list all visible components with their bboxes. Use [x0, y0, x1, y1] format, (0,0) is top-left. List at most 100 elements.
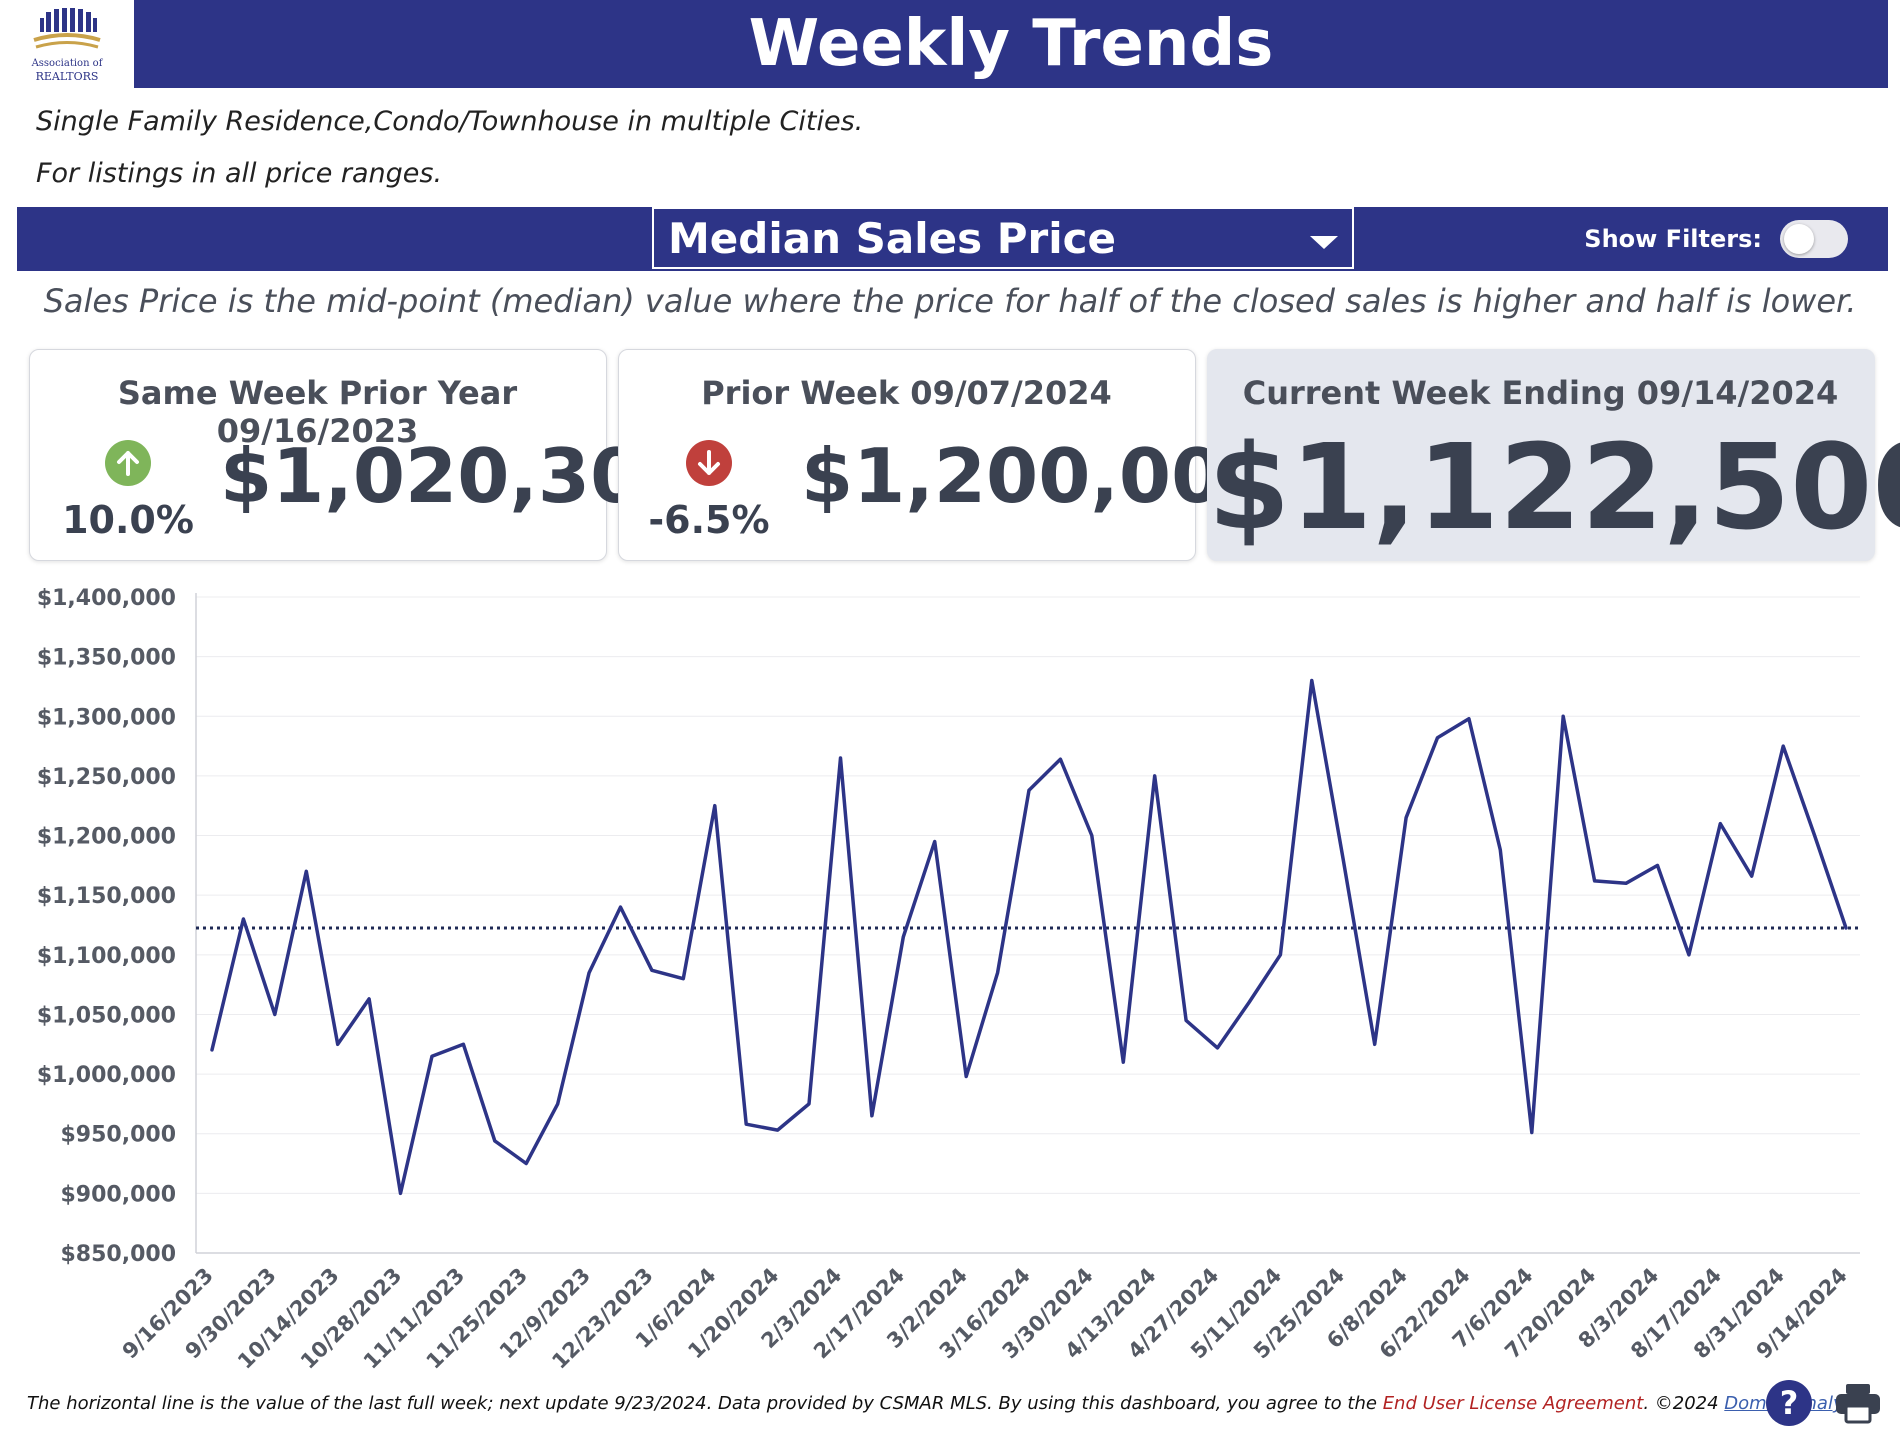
- logo-text-line2: REALTORS: [35, 70, 99, 83]
- metric-dropdown[interactable]: [652, 207, 1354, 269]
- show-filters-label: Show Filters:: [1584, 225, 1762, 253]
- data-point: [1561, 715, 1565, 718]
- card-title: Same Week Prior Year 09/16/2023: [117, 374, 518, 450]
- data-point: [367, 997, 371, 1001]
- median-price-line-chart: $1,400,000 $1,350,000 $1,300,000 $1,250,000…: [37, 586, 1860, 1374]
- y-tick-label: $1,200,000: [37, 825, 176, 850]
- data-point: [1122, 1060, 1125, 1064]
- footer-text: The horizontal line is the value of the …: [27, 1393, 1383, 1414]
- footer-copyright: . ©2024: [1643, 1393, 1725, 1414]
- data-point: [1404, 816, 1408, 819]
- data-point: [587, 971, 591, 974]
- subtitle-price-ranges: For listings in all price ranges.: [36, 158, 443, 189]
- print-icon[interactable]: [1834, 1382, 1882, 1424]
- data-point: [1781, 744, 1785, 748]
- data-point: [1719, 822, 1722, 825]
- data-point: [1813, 834, 1816, 837]
- data-point: [996, 971, 999, 974]
- data-point: [556, 1102, 559, 1106]
- data-point: [1279, 953, 1282, 957]
- data-point: [525, 1162, 528, 1165]
- y-tick-label: $950,000: [60, 1123, 176, 1148]
- data-point: [650, 969, 654, 972]
- card-value: $1,020,300: [220, 432, 695, 520]
- data-point: [776, 1128, 779, 1132]
- footer-note: The horizontal line is the value of the …: [27, 1393, 1875, 1414]
- y-tick-label: $1,100,000: [37, 944, 176, 969]
- data-point: [839, 756, 842, 760]
- data-point: [1153, 774, 1156, 778]
- eula-link[interactable]: End User License Agreement: [1382, 1393, 1644, 1414]
- card-value: $1,200,000: [801, 432, 1276, 520]
- data-point: [1184, 1019, 1188, 1022]
- data-point: [336, 1043, 339, 1046]
- data-point: [1467, 717, 1471, 720]
- change-percent: -6.5%: [648, 498, 770, 542]
- y-tick-label: $1,400,000: [37, 586, 176, 611]
- data-point: [1750, 874, 1753, 878]
- y-tick-label: $1,050,000: [37, 1003, 176, 1028]
- header-bar: [134, 0, 1888, 88]
- chevron-down-icon[interactable]: [1310, 236, 1338, 249]
- data-point: [1499, 848, 1502, 852]
- card-title: Current Week Ending 09/14/2024: [1242, 374, 1839, 412]
- data-point: [462, 1043, 465, 1046]
- change-percent: 10.0%: [62, 498, 194, 542]
- data-point: [1844, 926, 1848, 930]
- subtitle-property-types: Single Family Residence,Condo/Townhouse …: [36, 106, 864, 137]
- toggle-knob: [1784, 224, 1814, 254]
- card-value-current: $1,122,500: [1208, 418, 1900, 556]
- data-point: [902, 935, 905, 939]
- data-point: [619, 905, 622, 909]
- data-point: [399, 1192, 402, 1195]
- logo-emblem-icon: [33, 8, 101, 49]
- card-prior-week: Prior Week 09/07/2024 -6.5% $1,200,000: [618, 349, 1275, 561]
- series-line: [210, 678, 1848, 1196]
- data-point: [1687, 953, 1691, 957]
- card-prior-year: Same Week Prior Year 09/16/2023 10.0% $1…: [29, 349, 694, 561]
- data-point: [1373, 1043, 1376, 1046]
- data-point: [1593, 879, 1596, 883]
- data-point: [1059, 758, 1062, 761]
- y-tick-label: $1,000,000: [37, 1063, 176, 1088]
- data-point: [964, 1075, 968, 1078]
- data-point: [713, 804, 716, 807]
- logo-text-line1: Association of: [31, 58, 103, 69]
- data-point: [1656, 864, 1659, 867]
- data-point: [1436, 736, 1439, 739]
- arrow-down-icon: [686, 440, 732, 486]
- data-point: [1247, 1001, 1251, 1004]
- y-tick-label: $1,300,000: [37, 705, 176, 730]
- data-point: [242, 917, 245, 921]
- data-point: [273, 1013, 277, 1016]
- data-point: [933, 840, 936, 843]
- data-point: [1310, 679, 1314, 682]
- data-point: [305, 870, 308, 873]
- metric-description: Sales Price is the mid-point (median) va…: [43, 282, 1857, 320]
- data-point: [1530, 1131, 1533, 1134]
- metric-dropdown-value: Median Sales Price: [668, 214, 1116, 263]
- data-point: [682, 977, 685, 980]
- arrow-up-icon: [105, 440, 151, 486]
- data-point: [430, 1055, 434, 1058]
- y-tick-label: $1,250,000: [37, 765, 176, 790]
- data-point: [744, 1122, 748, 1126]
- card-current-week: Current Week Ending 09/14/2024 $1,122,50…: [1207, 349, 1900, 561]
- data-point: [1216, 1046, 1219, 1050]
- data-point: [807, 1102, 811, 1106]
- data-point: [1090, 834, 1094, 837]
- page-title: Weekly Trends: [748, 7, 1274, 81]
- y-tick-label: $900,000: [60, 1182, 176, 1207]
- data-point: [870, 1114, 874, 1118]
- y-tick-label: $1,150,000: [37, 884, 176, 909]
- help-icon[interactable]: ?: [1766, 1380, 1812, 1426]
- data-point: [210, 1048, 214, 1052]
- y-tick-label: $1,350,000: [37, 646, 176, 671]
- realtors-logo: Association of REALTORS: [0, 0, 134, 88]
- data-point: [1624, 882, 1628, 885]
- card-title: Prior Week 09/07/2024: [701, 374, 1112, 412]
- data-point: [1342, 858, 1345, 861]
- data-point: [493, 1139, 497, 1143]
- data-point: [1027, 789, 1031, 792]
- y-tick-label: $850,000: [60, 1242, 176, 1267]
